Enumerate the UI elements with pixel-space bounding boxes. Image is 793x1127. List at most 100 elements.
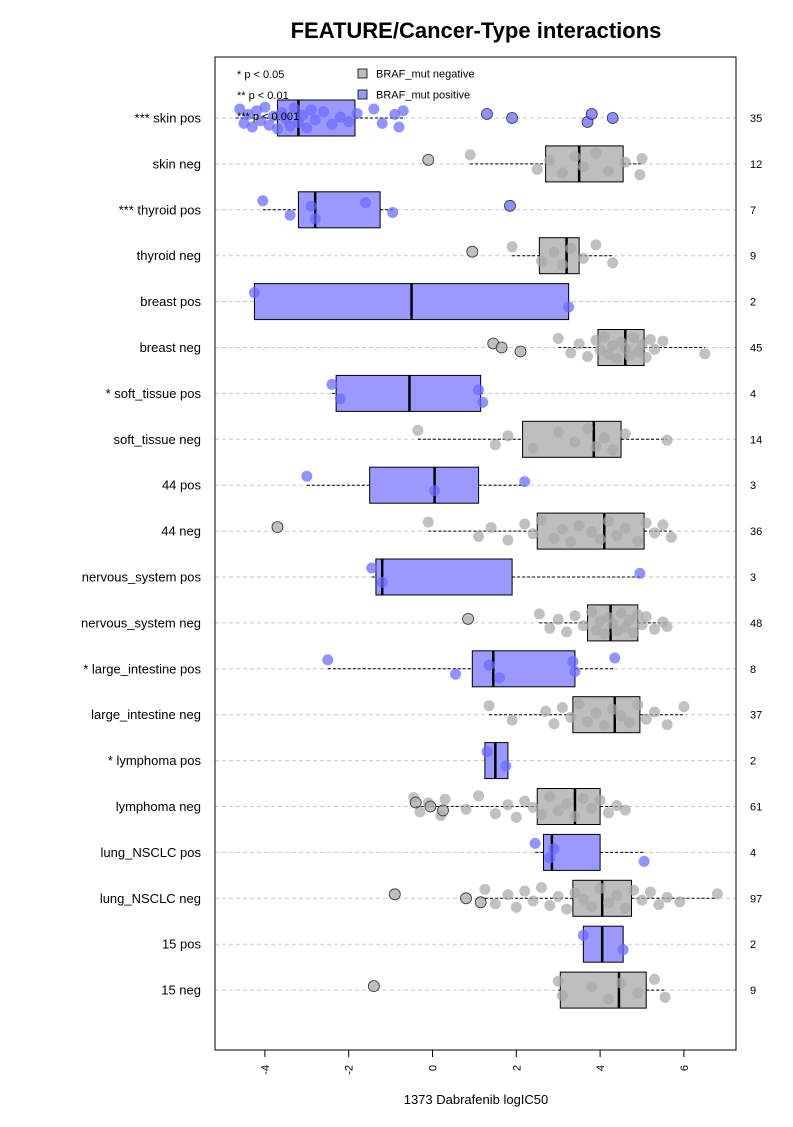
- outlier-point: [495, 341, 508, 354]
- data-point: [368, 103, 380, 115]
- chart-title: FEATURE/Cancer-Type interactions: [291, 18, 662, 43]
- data-point: [678, 701, 690, 713]
- row-count: 4: [750, 847, 756, 859]
- box: [375, 558, 513, 596]
- row-18: 15 pos 2: [162, 925, 756, 963]
- data-point: [301, 122, 313, 134]
- data-point: [489, 439, 501, 451]
- data-point: [556, 702, 568, 713]
- row-count: 14: [750, 434, 762, 446]
- data-point: [242, 108, 254, 120]
- row-15: lymphoma neg 61: [116, 788, 762, 825]
- data-point: [422, 516, 434, 528]
- data-point: [573, 338, 585, 350]
- data-point: [326, 118, 338, 130]
- row-6: * soft_tissue pos 4: [106, 374, 756, 412]
- row-count: 8: [750, 664, 756, 676]
- data-point: [611, 890, 623, 902]
- data-point: [548, 843, 560, 855]
- data-point: [284, 209, 296, 221]
- data-point: [590, 239, 602, 251]
- data-point: [414, 806, 426, 818]
- data-point: [657, 335, 669, 347]
- x-tick-label: -2: [344, 1065, 356, 1075]
- data-point: [649, 706, 661, 718]
- data-point: [569, 436, 581, 448]
- legend-label: BRAF_mut positive: [376, 90, 470, 102]
- data-point: [561, 798, 573, 810]
- row-0: *** skin pos 35: [135, 99, 762, 137]
- data-point: [577, 893, 589, 905]
- data-point: [623, 717, 635, 729]
- data-point: [611, 530, 623, 542]
- data-point: [586, 802, 598, 814]
- data-point: [556, 259, 568, 271]
- data-point: [602, 993, 614, 1005]
- row-label: breast pos: [140, 294, 201, 309]
- data-point: [611, 800, 623, 812]
- data-point: [326, 378, 338, 390]
- row-count: 48: [750, 618, 762, 630]
- data-point: [305, 104, 317, 116]
- data-point: [665, 531, 677, 543]
- data-point: [659, 991, 671, 1003]
- row-count: 61: [750, 802, 762, 814]
- data-point: [259, 101, 271, 113]
- data-point: [598, 432, 610, 443]
- data-point: [376, 576, 388, 588]
- legend: * p < 0.05 ** p < 0.01 *** p < 0.001 BRAF_m…: [237, 69, 474, 124]
- data-point: [483, 659, 495, 671]
- outlier-point: [585, 108, 598, 120]
- row-1: skin neg 12: [153, 145, 762, 183]
- data-point: [567, 656, 579, 668]
- data-point: [638, 855, 650, 867]
- significance-note: *** p < 0.001: [237, 111, 299, 123]
- row-8: 44 pos 3: [162, 466, 756, 504]
- row-7: soft_tissue neg 14: [114, 420, 762, 458]
- data-point: [661, 891, 673, 903]
- data-point: [569, 666, 581, 677]
- row-count: 45: [750, 343, 762, 355]
- data-point: [609, 652, 621, 664]
- data-point: [556, 990, 568, 1001]
- data-point: [634, 169, 646, 181]
- data-point: [602, 515, 614, 527]
- outlier-point: [271, 521, 284, 533]
- data-point: [590, 334, 602, 346]
- data-point: [632, 609, 644, 621]
- data-point: [586, 900, 598, 912]
- data-point: [577, 620, 589, 632]
- data-point: [565, 536, 577, 548]
- row-label: lung_NSCLC pos: [101, 845, 202, 860]
- outlier-point: [367, 980, 380, 992]
- data-point: [535, 255, 547, 267]
- data-point: [586, 606, 598, 618]
- row-count: 12: [750, 159, 762, 171]
- data-point: [649, 527, 661, 539]
- row-count: 36: [750, 526, 762, 538]
- row-count: 3: [750, 480, 756, 492]
- data-point: [502, 534, 514, 546]
- data-point: [500, 760, 512, 772]
- data-point: [623, 614, 635, 626]
- data-point: [657, 519, 669, 531]
- data-point: [544, 154, 556, 166]
- data-point: [301, 470, 313, 482]
- data-point: [284, 120, 296, 132]
- data-point: [634, 567, 646, 579]
- data-point: [602, 165, 614, 177]
- row-16: lung_NSCLC pos 4: [101, 833, 756, 871]
- data-point: [271, 123, 283, 135]
- data-point: [607, 703, 619, 715]
- data-point: [565, 243, 577, 254]
- data-point: [544, 852, 556, 864]
- data-point: [699, 348, 711, 360]
- data-point: [582, 716, 594, 728]
- data-point: [263, 119, 275, 131]
- row-11: nervous_system neg 48: [81, 604, 762, 642]
- row-13: large_intestine neg 37: [91, 696, 762, 734]
- data-point: [594, 882, 606, 894]
- row-label: 44 pos: [162, 478, 202, 493]
- row-label: * lymphoma pos: [108, 753, 202, 768]
